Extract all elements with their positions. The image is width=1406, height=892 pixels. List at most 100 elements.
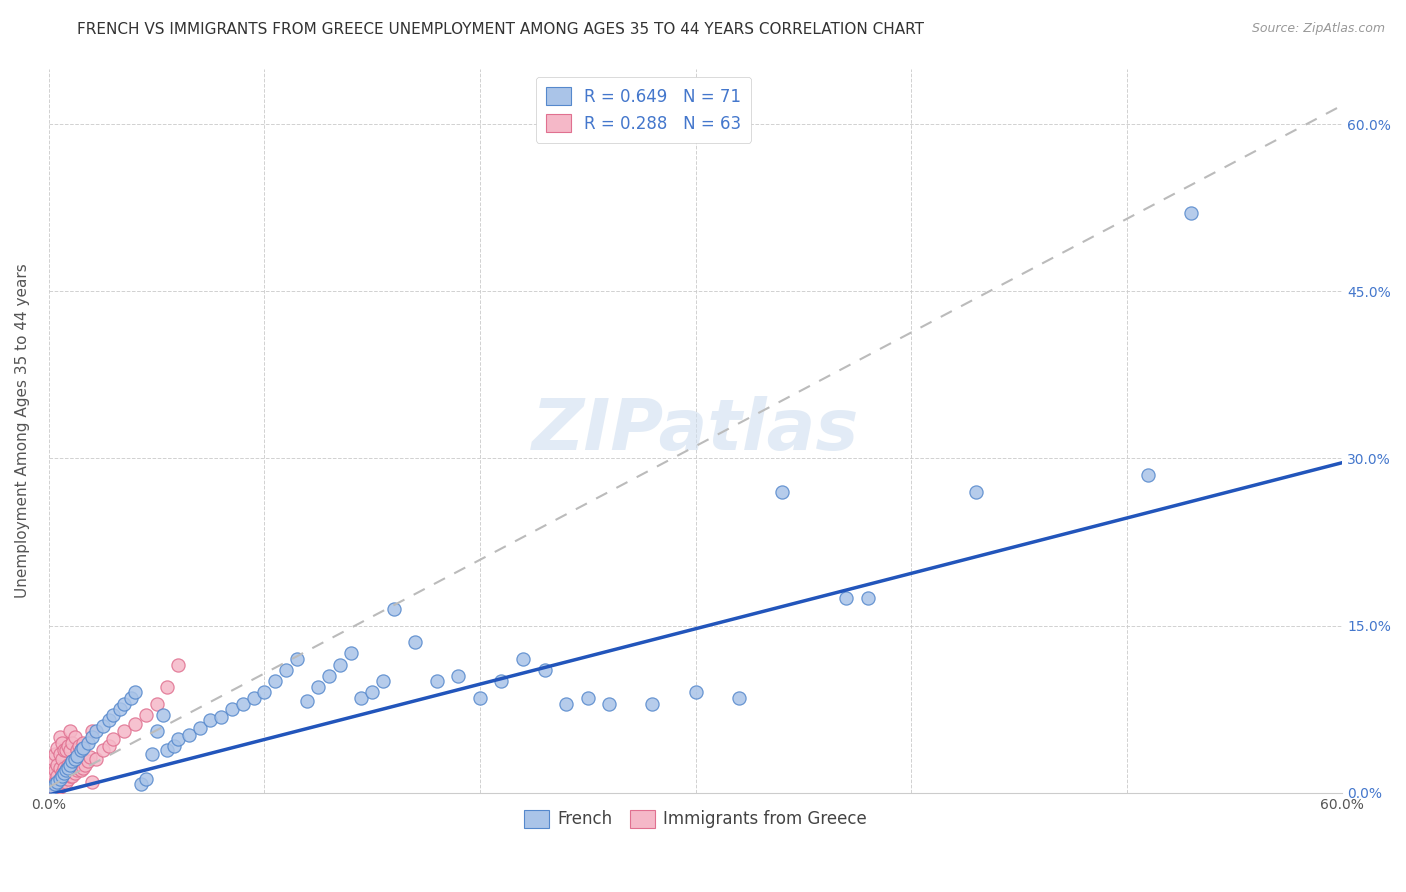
Point: [318, 668, 340, 682]
Point: [468, 690, 491, 705]
Point: [163, 739, 186, 753]
Point: [48, 772, 70, 787]
Point: [112, 724, 135, 739]
Point: [46, 741, 69, 756]
Text: FRENCH VS IMMIGRANTS FROM GREECE UNEMPLOYMENT AMONG AGES 35 TO 44 YEARS CORRELAT: FRENCH VS IMMIGRANTS FROM GREECE UNEMPLO…: [77, 22, 924, 37]
Point: [576, 690, 599, 705]
Point: [51, 769, 73, 783]
Point: [42, 769, 65, 783]
Point: [39, 780, 62, 794]
Point: [56, 772, 79, 787]
Point: [200, 713, 222, 727]
Point: [63, 752, 86, 766]
Point: [835, 591, 858, 605]
Point: [66, 743, 89, 757]
Point: [46, 769, 69, 783]
Point: [67, 739, 90, 753]
Point: [63, 752, 86, 766]
Point: [59, 743, 82, 757]
Point: [48, 780, 70, 794]
Point: [426, 674, 449, 689]
Point: [48, 761, 70, 775]
Point: [48, 730, 70, 744]
Point: [48, 772, 70, 787]
Point: [307, 680, 329, 694]
Point: [67, 761, 90, 775]
Point: [253, 685, 276, 699]
Point: [156, 680, 179, 694]
Point: [188, 721, 211, 735]
Point: [727, 690, 749, 705]
Point: [39, 764, 62, 778]
Point: [66, 748, 89, 763]
Point: [80, 724, 103, 739]
Point: [44, 764, 66, 778]
Text: ZIPatlas: ZIPatlas: [531, 396, 859, 465]
Point: [98, 713, 121, 727]
Point: [44, 747, 66, 761]
Point: [52, 743, 75, 757]
Point: [91, 743, 114, 757]
Point: [770, 484, 793, 499]
Point: [447, 668, 470, 682]
Point: [46, 757, 69, 772]
Point: [44, 774, 66, 789]
Point: [51, 735, 73, 749]
Point: [62, 755, 84, 769]
Point: [404, 635, 426, 649]
Point: [98, 739, 121, 753]
Point: [965, 484, 987, 499]
Point: [285, 652, 308, 666]
Point: [55, 764, 77, 778]
Point: [42, 752, 65, 766]
Point: [135, 707, 157, 722]
Point: [135, 772, 157, 787]
Point: [79, 750, 101, 764]
Point: [329, 657, 352, 672]
Point: [297, 694, 319, 708]
Point: [856, 591, 879, 605]
Point: [80, 774, 103, 789]
Point: [76, 755, 98, 769]
Point: [264, 674, 287, 689]
Point: [350, 690, 373, 705]
Point: [62, 755, 84, 769]
Point: [371, 674, 394, 689]
Point: [75, 757, 97, 772]
Point: [84, 724, 107, 739]
Point: [52, 761, 75, 775]
Point: [131, 777, 153, 791]
Point: [91, 719, 114, 733]
Point: [59, 769, 82, 783]
Point: [62, 769, 84, 783]
Legend: French, Immigrants from Greece: French, Immigrants from Greece: [517, 803, 873, 835]
Point: [46, 777, 69, 791]
Point: [120, 690, 142, 705]
Point: [51, 774, 73, 789]
Point: [76, 735, 98, 749]
Point: [641, 697, 664, 711]
Point: [361, 685, 384, 699]
Point: [51, 752, 73, 766]
Point: [62, 735, 84, 749]
Point: [52, 772, 75, 787]
Point: [124, 716, 146, 731]
Point: [339, 647, 361, 661]
Point: [232, 697, 254, 711]
Point: [274, 663, 297, 677]
Point: [46, 774, 69, 789]
Point: [70, 764, 93, 778]
Point: [491, 674, 513, 689]
Point: [1180, 206, 1202, 220]
Point: [141, 747, 163, 761]
Point: [533, 663, 555, 677]
Point: [51, 765, 73, 780]
Point: [72, 761, 94, 775]
Point: [242, 690, 264, 705]
Point: [124, 685, 146, 699]
Point: [42, 777, 65, 791]
Point: [55, 774, 77, 789]
Point: [167, 657, 190, 672]
Point: [56, 739, 79, 753]
Point: [63, 765, 86, 780]
